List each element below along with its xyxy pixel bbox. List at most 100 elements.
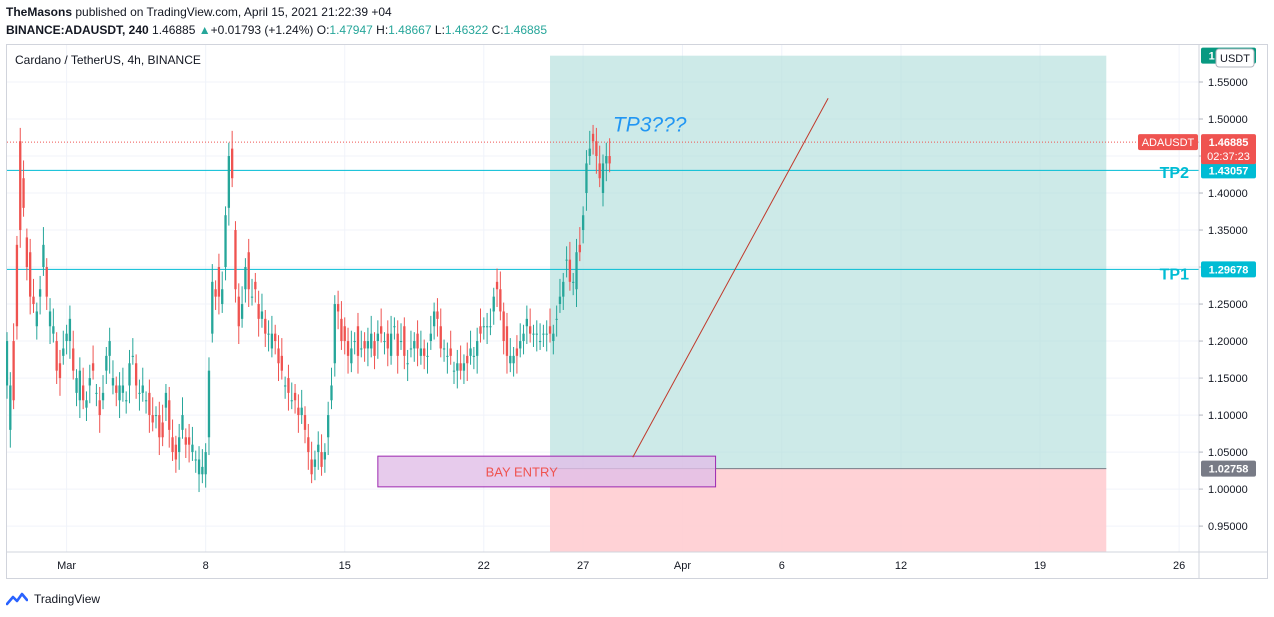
price-tick-label: 1.05000 <box>1208 447 1248 459</box>
candle-body <box>15 244 19 327</box>
candle-body <box>201 466 204 475</box>
price-chart[interactable]: BAY ENTRY TP3??? TP2 TP1 0.95000 1.00000 1.05… <box>5 44 1268 579</box>
candle-body <box>178 437 181 453</box>
symbol-interval: BINANCE:ADAUSDT, 240 <box>6 23 149 37</box>
currency-label[interactable]: USDT <box>1220 53 1250 65</box>
candle-body <box>552 333 555 342</box>
candle-body <box>393 326 396 328</box>
candle-body <box>525 318 529 327</box>
countdown-text: 02:37:23 <box>1207 151 1250 163</box>
price-change: +0.01793 (+1.24%) <box>210 23 314 37</box>
time-tick-label: 19 <box>1034 560 1046 572</box>
candle-body <box>297 407 300 416</box>
candle-body <box>128 363 131 386</box>
price-tick-label: 1.10000 <box>1208 410 1248 422</box>
candle-body <box>327 415 330 438</box>
tradingview-brand[interactable]: TradingView <box>34 592 101 606</box>
author-name[interactable]: TheMasons <box>6 5 73 19</box>
last-price: 1.46885 <box>152 23 196 37</box>
candle-body <box>310 459 313 475</box>
open-value: 1.47947 <box>329 23 373 37</box>
candle-body <box>429 333 432 342</box>
candle-body <box>495 281 499 290</box>
candle-body <box>442 348 446 350</box>
candle-body <box>22 178 25 208</box>
candle-body <box>181 415 184 430</box>
candle-body <box>303 415 307 430</box>
price-tick-label: 1.15000 <box>1208 373 1248 385</box>
annotation-tp2: TP2 <box>1160 165 1189 182</box>
low-label: L: <box>434 23 445 37</box>
candle-body <box>439 326 442 349</box>
candle-body <box>204 452 207 475</box>
candle-body <box>267 333 270 335</box>
candle-body <box>58 363 62 379</box>
candle-body <box>144 400 148 402</box>
up-arrow-icon: ▲ <box>198 23 211 37</box>
candle-body <box>519 341 522 349</box>
candle-body <box>78 370 82 401</box>
candle-body <box>277 348 280 364</box>
candle-body <box>502 311 505 342</box>
chart-frame[interactable]: BAY ENTRY TP3??? TP2 TP1 0.95000 1.00000 1.05… <box>5 44 1268 579</box>
candle-body <box>227 156 231 208</box>
price-tick-label: 1.25000 <box>1208 299 1248 311</box>
candles <box>5 124 611 493</box>
candle-body <box>452 370 456 372</box>
publication-header: TheMasons published on TradingView.com, … <box>6 4 392 20</box>
candle-body <box>42 244 45 268</box>
candle-body <box>217 267 221 297</box>
candle-body <box>105 355 108 371</box>
candle-body <box>48 311 52 327</box>
ohlc-quote-line: BINANCE:ADAUSDT, 240 1.46885 ▲+0.01793 (… <box>6 22 547 38</box>
candle-body <box>399 341 403 343</box>
candle-body <box>379 326 383 334</box>
candle-body <box>154 415 158 417</box>
price-label-text: 1.02758 <box>1209 464 1249 476</box>
candle-body <box>512 355 515 364</box>
candle-body <box>591 133 595 142</box>
candle-body <box>459 363 462 371</box>
candle-body <box>601 163 605 194</box>
price-tick-label: 1.50000 <box>1208 114 1248 126</box>
open-label: O: <box>316 23 330 37</box>
candle-body <box>9 385 12 430</box>
candle-body <box>38 289 42 297</box>
drawings[interactable]: BAY ENTRY TP3??? TP2 TP1 <box>377 98 1189 488</box>
candle-body <box>423 348 426 356</box>
candle-body <box>244 267 247 290</box>
candle-body <box>148 392 151 416</box>
candle-body <box>230 148 234 179</box>
candle-body <box>174 444 178 460</box>
annotation-tp3: TP3??? <box>613 114 687 137</box>
candle-body <box>264 318 267 334</box>
candle-body <box>456 363 459 371</box>
price-label-text: 1.29678 <box>1209 264 1249 276</box>
bay-entry-label: BAY ENTRY <box>486 465 559 480</box>
candle-body <box>333 304 336 364</box>
tradingview-logo-icon[interactable] <box>6 592 28 606</box>
candle-body <box>350 348 353 364</box>
currency-button[interactable] <box>1215 48 1255 68</box>
candle-body <box>35 311 38 327</box>
last-price-badge <box>1201 134 1256 165</box>
price-tick-label: 1.40000 <box>1208 188 1248 200</box>
price-tick-label: 0.95000 <box>1208 521 1248 533</box>
candle-body <box>164 392 168 408</box>
candle-body <box>598 163 601 179</box>
candle-body <box>482 326 485 328</box>
candle-body <box>373 341 376 356</box>
candle-body <box>257 304 260 319</box>
candle-body <box>29 252 32 297</box>
candle-body <box>595 141 598 157</box>
candle-body <box>436 311 439 319</box>
candle-body <box>389 333 393 356</box>
candle-body <box>158 415 161 438</box>
profit-zone <box>550 55 1107 469</box>
candle-body <box>191 444 194 453</box>
candle-body <box>413 341 416 349</box>
symbol-badge-text: ADAUSDT <box>1142 137 1195 149</box>
time-tick-label: 22 <box>478 560 490 572</box>
candle-body <box>52 326 55 334</box>
candle-body <box>446 355 449 357</box>
